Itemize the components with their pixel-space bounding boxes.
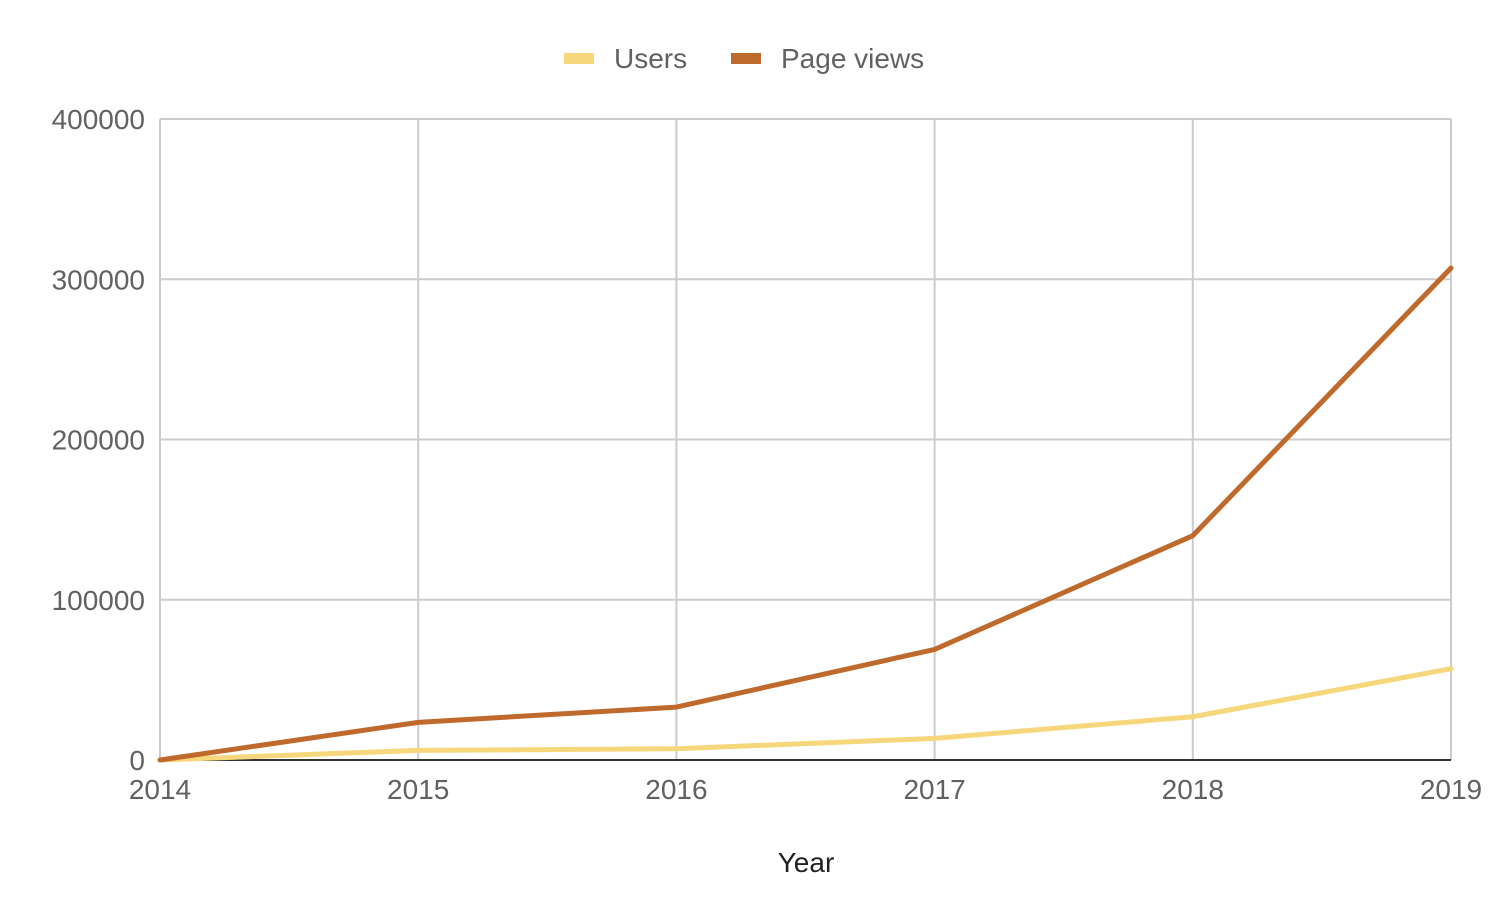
y-axis-ticks: 0 100000 200000 300000 400000 [52, 104, 145, 776]
x-tick-label: 2018 [1162, 774, 1224, 805]
series-line-users [157, 666, 1454, 763]
legend-label-page-views: Page views [781, 43, 924, 74]
y-tick-label: 0 [129, 745, 145, 776]
x-axis-ticks: 2014 2015 2016 2017 2018 2019 [129, 774, 1482, 805]
y-tick-label: 300000 [52, 264, 145, 295]
x-tick-label: 2017 [903, 774, 965, 805]
x-tick-label: 2019 [1420, 774, 1482, 805]
series-lines [157, 265, 1454, 763]
x-tick-label: 2016 [645, 774, 707, 805]
legend-swatch-page-views [731, 53, 761, 64]
x-axis-title: Year [778, 847, 835, 878]
legend-label-users: Users [614, 43, 687, 74]
y-tick-label: 200000 [52, 425, 145, 456]
gridlines [159, 118, 1452, 760]
x-tick-label: 2014 [129, 774, 191, 805]
y-tick-label: 100000 [52, 585, 145, 616]
x-tick-label: 2015 [387, 774, 449, 805]
series-line-page-views [157, 265, 1454, 763]
y-tick-label: 400000 [52, 104, 145, 135]
legend-swatch-users [564, 53, 594, 64]
legend: Users Page views [564, 43, 924, 74]
